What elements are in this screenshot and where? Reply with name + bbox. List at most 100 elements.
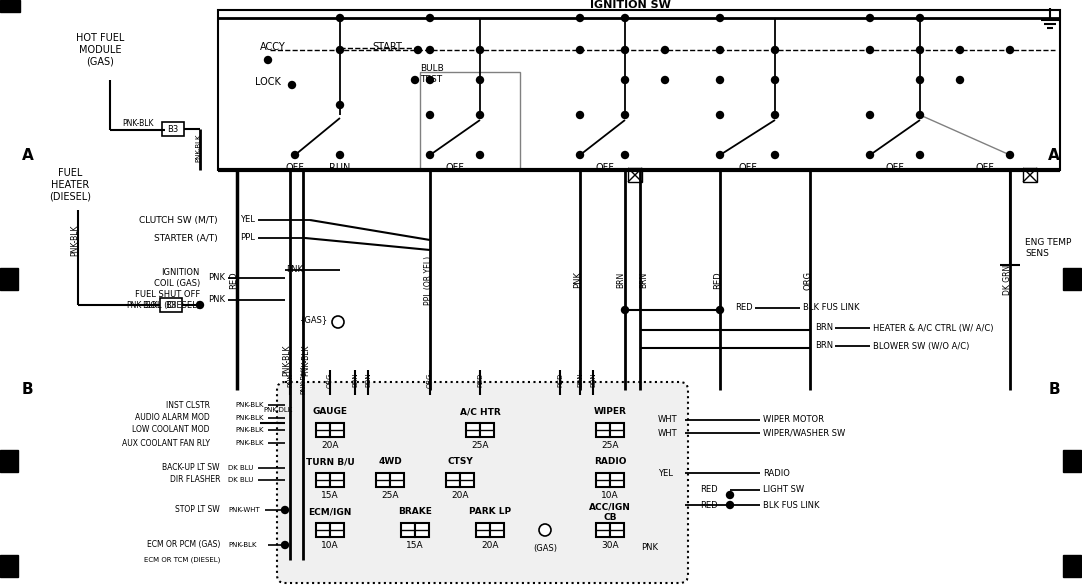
Circle shape	[337, 15, 343, 22]
Circle shape	[577, 111, 583, 118]
FancyBboxPatch shape	[277, 382, 688, 583]
Bar	[596, 423, 610, 437]
Bar	[490, 523, 504, 537]
Circle shape	[867, 152, 873, 158]
Text: PNK-BLK: PNK-BLK	[127, 301, 158, 309]
Text: YEL: YEL	[240, 216, 255, 224]
Text: B3: B3	[166, 301, 176, 309]
Circle shape	[281, 506, 289, 513]
Text: A: A	[1048, 148, 1060, 162]
Bar	[160, 298, 182, 312]
Bar	[610, 523, 624, 537]
Bar	[610, 473, 624, 487]
Bar	[596, 523, 610, 537]
Text: 10A: 10A	[321, 541, 339, 550]
Text: PARK LP: PARK LP	[469, 507, 511, 516]
Text: PNK: PNK	[642, 543, 659, 553]
Circle shape	[414, 46, 422, 53]
Text: 20A: 20A	[481, 541, 499, 550]
Bar	[596, 473, 610, 487]
Circle shape	[716, 46, 724, 53]
Text: 25A: 25A	[602, 441, 619, 451]
Text: OFF: OFF	[976, 163, 994, 173]
Text: ECM OR PCM (GAS): ECM OR PCM (GAS)	[147, 540, 220, 550]
Text: BULB
TEST: BULB TEST	[420, 64, 444, 84]
Text: BRN: BRN	[815, 342, 833, 350]
Text: RED: RED	[700, 485, 717, 495]
Text: LOW COOLANT MOD: LOW COOLANT MOD	[132, 425, 210, 434]
Circle shape	[716, 111, 724, 118]
Text: BRN: BRN	[590, 373, 596, 387]
Circle shape	[426, 15, 434, 22]
Circle shape	[264, 56, 272, 63]
Text: IGNITION SW: IGNITION SW	[590, 0, 671, 10]
Circle shape	[197, 302, 203, 308]
Bar	[1022, 168, 1037, 182]
Circle shape	[771, 46, 779, 53]
Circle shape	[621, 15, 629, 22]
Bar	[610, 423, 624, 437]
Circle shape	[661, 46, 669, 53]
Text: WIPER/WASHER SW: WIPER/WASHER SW	[763, 428, 845, 438]
Circle shape	[621, 46, 629, 53]
Text: RED: RED	[557, 373, 563, 387]
Text: A/C HTR: A/C HTR	[460, 407, 500, 417]
Circle shape	[426, 77, 434, 83]
Bar	[316, 523, 330, 537]
Text: RADIO: RADIO	[763, 468, 790, 478]
Text: GAUGE: GAUGE	[313, 407, 347, 417]
Text: 15A: 15A	[406, 541, 424, 550]
Text: LOCK: LOCK	[255, 77, 281, 87]
Text: 10A: 10A	[602, 492, 619, 500]
Circle shape	[426, 152, 434, 158]
Text: FUEL SHUT OFF
SOL (DIESEL): FUEL SHUT OFF SOL (DIESEL)	[135, 290, 200, 309]
Text: RED: RED	[229, 271, 238, 289]
Text: RED: RED	[700, 500, 717, 509]
Circle shape	[337, 46, 343, 53]
Circle shape	[716, 306, 724, 314]
Bar	[446, 473, 460, 487]
Text: 15A: 15A	[321, 492, 339, 500]
Text: WIPER: WIPER	[594, 407, 626, 417]
Text: FUEL
HEATER
(DIESEL): FUEL HEATER (DIESEL)	[49, 168, 91, 202]
Text: OFF: OFF	[739, 163, 757, 173]
Text: IGNITION
COIL (GAS): IGNITION COIL (GAS)	[154, 268, 200, 288]
Text: OFF: OFF	[885, 163, 905, 173]
Text: BLOWER SW (W/O A/C): BLOWER SW (W/O A/C)	[873, 342, 969, 350]
Text: BRN: BRN	[577, 373, 583, 387]
Text: INST CLSTR: INST CLSTR	[166, 400, 210, 410]
Text: WIPER MOTOR: WIPER MOTOR	[763, 415, 824, 424]
Text: AUX COOLANT FAN RLY: AUX COOLANT FAN RLY	[122, 438, 210, 448]
Text: PNK-BLK: PNK-BLK	[195, 134, 201, 162]
Bar	[0, 0, 19, 12]
Bar	[1063, 268, 1081, 290]
Text: RED: RED	[713, 271, 723, 289]
Text: 4WD: 4WD	[378, 458, 401, 466]
Text: PPL: PPL	[240, 233, 255, 243]
Text: RED: RED	[477, 373, 483, 387]
Circle shape	[771, 77, 779, 83]
Circle shape	[621, 152, 629, 158]
Circle shape	[476, 77, 484, 83]
Text: ORG: ORG	[804, 271, 813, 289]
Text: BRN: BRN	[617, 272, 625, 288]
Circle shape	[1006, 152, 1014, 158]
Text: PNK-BLK: PNK-BLK	[235, 427, 264, 433]
Bar	[420, 72, 520, 169]
Text: DK BLU: DK BLU	[228, 477, 253, 483]
Text: OFF: OFF	[446, 163, 464, 173]
Text: PNK: PNK	[573, 271, 582, 288]
Text: ACC/IGN
CB: ACC/IGN CB	[589, 502, 631, 522]
Bar	[0, 268, 18, 290]
Text: ORG: ORG	[327, 372, 333, 388]
Circle shape	[771, 152, 779, 158]
Text: PNK-BLK: PNK-BLK	[228, 542, 256, 548]
Text: B3: B3	[168, 124, 179, 134]
Text: OFF: OFF	[595, 163, 615, 173]
Bar	[0, 450, 18, 472]
Bar	[480, 423, 494, 437]
Text: PNK: PNK	[208, 295, 225, 305]
Text: ECM/IGN: ECM/IGN	[308, 507, 352, 516]
Bar	[466, 423, 480, 437]
Circle shape	[916, 111, 924, 118]
